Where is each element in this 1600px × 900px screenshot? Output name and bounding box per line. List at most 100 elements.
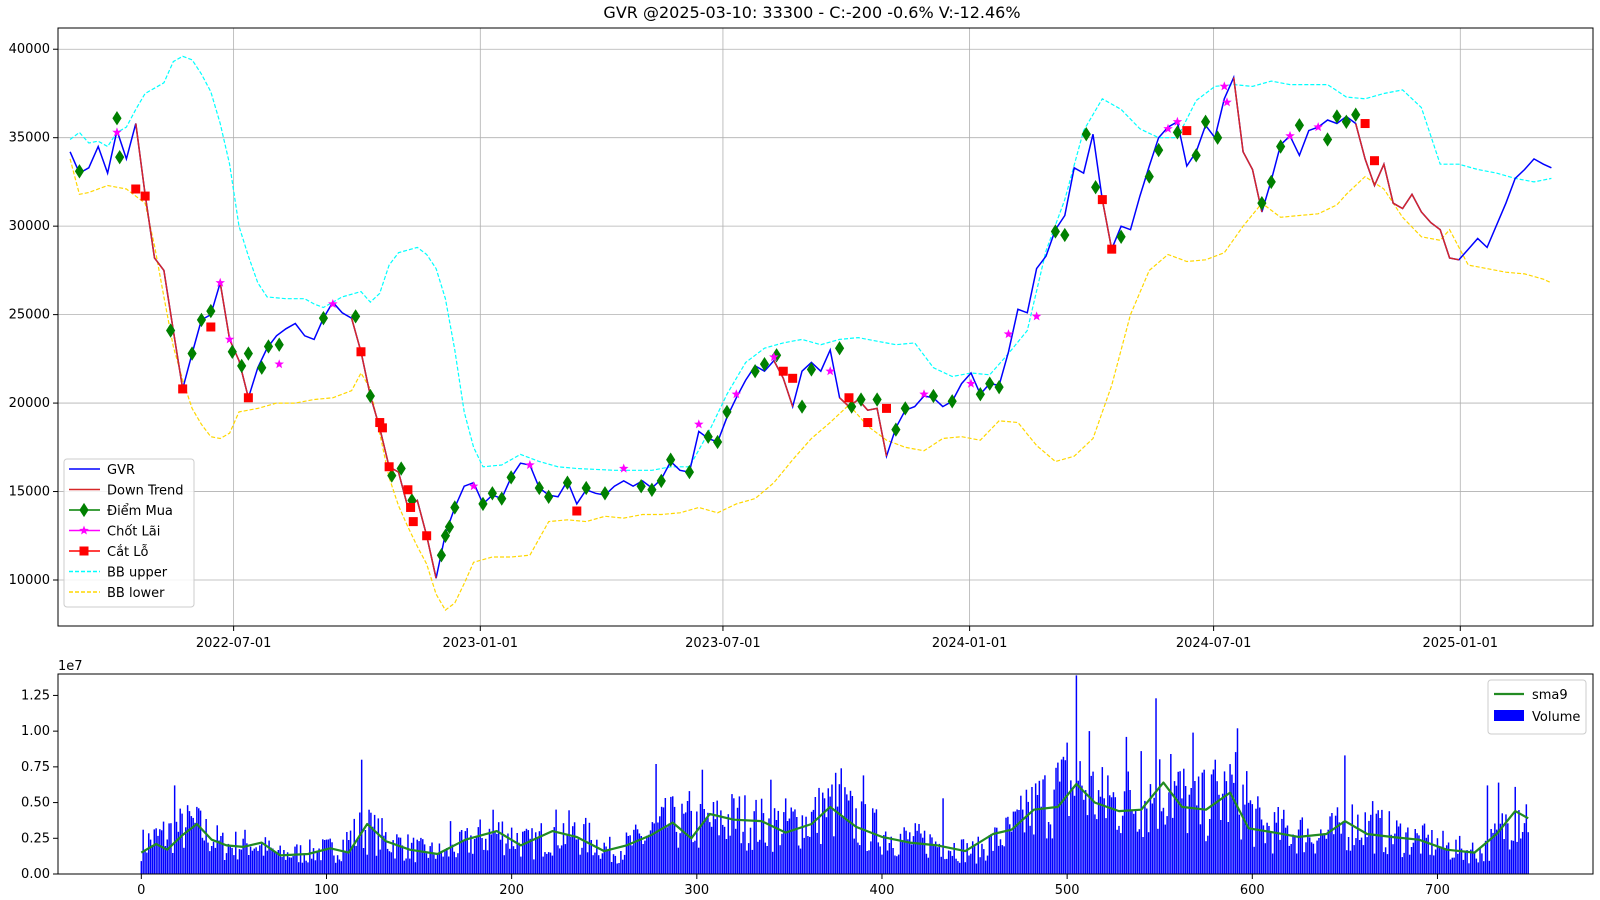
- volume-bar: [1116, 829, 1118, 874]
- volume-bar: [886, 850, 889, 874]
- volume-bar: [718, 835, 720, 874]
- volume-bar: [185, 827, 187, 874]
- volume-bar: [583, 824, 585, 874]
- stop-loss-marker: [881, 403, 891, 413]
- take-profit-marker: [919, 389, 929, 399]
- volume-bar: [1099, 796, 1102, 874]
- volume-bar: [1325, 838, 1328, 874]
- volume-bar: [1120, 833, 1122, 874]
- volume-bar: [577, 839, 580, 874]
- volume-bar: [1199, 824, 1202, 874]
- volume-bar: [364, 830, 367, 874]
- volume-bar: [714, 819, 717, 874]
- volume-bar: [153, 829, 156, 874]
- volume-bar: [684, 812, 687, 874]
- volume-bar: [1344, 755, 1346, 874]
- buy-point-marker: [666, 452, 676, 467]
- volume-bar: [681, 803, 683, 874]
- volume-bar: [420, 837, 422, 874]
- volume-bar: [312, 848, 315, 874]
- volume-bar: [942, 798, 944, 874]
- volume-bar: [1247, 802, 1250, 874]
- volume-bar: [1036, 795, 1039, 874]
- volume-bar: [1009, 824, 1011, 874]
- volume-bar: [1157, 828, 1159, 874]
- volume-bar: [649, 830, 652, 874]
- volume-bar: [994, 827, 996, 874]
- price-y-tick-label: 25000: [9, 308, 50, 323]
- volume-bar: [875, 809, 878, 874]
- volume-bar: [366, 854, 368, 874]
- price-y-tick-label: 20000: [9, 396, 50, 411]
- volume-bar: [873, 812, 876, 874]
- volume-bar: [694, 840, 696, 874]
- volume-bar: [1401, 857, 1404, 874]
- volume-bar: [914, 823, 917, 874]
- volume-bar: [1051, 838, 1054, 874]
- volume-bar: [368, 809, 370, 874]
- volume-bar: [499, 839, 502, 874]
- volume-bar: [1420, 853, 1422, 874]
- volume-bar: [1433, 855, 1435, 874]
- volume-bar: [757, 841, 759, 874]
- volume-bar: [335, 862, 337, 874]
- volume-bar: [1423, 823, 1426, 874]
- volume-bar: [477, 827, 480, 874]
- volume-bar: [460, 830, 463, 874]
- volume-bar: [1016, 809, 1018, 874]
- buy-point-marker: [900, 401, 910, 416]
- buy-point-marker: [196, 312, 207, 328]
- buy-point-marker: [600, 486, 610, 501]
- volume-bar: [622, 859, 624, 874]
- price-plot-frame: [57, 27, 1594, 627]
- volume-bar: [1403, 852, 1405, 874]
- volume-bar: [988, 835, 991, 874]
- down-trend-segment: [773, 360, 794, 407]
- volume-bar: [779, 845, 781, 874]
- volume-y-tick-label: 1.00: [21, 724, 50, 739]
- volume-bar: [1310, 842, 1313, 874]
- volume-bar: [1494, 823, 1496, 874]
- volume-bar: [1458, 835, 1461, 874]
- volume-bar: [1214, 759, 1217, 874]
- volume-bar: [1425, 837, 1428, 874]
- volume-bar: [1527, 832, 1529, 874]
- volume-bar: [866, 851, 868, 874]
- buy-point-marker: [1154, 142, 1164, 158]
- volume-bar: [481, 838, 483, 874]
- down-trend-segment: [135, 123, 184, 390]
- volume-bar: [310, 858, 313, 874]
- volume-panel: 0 100 200 300 400 500 600 700 0.00 0.25 0.50 0.75 1.…: [21, 659, 1594, 898]
- volume-bar: [764, 842, 767, 874]
- volume-ticks: 0 100 200 300 400 500 600 700 0.00 0.25 0.50 0.75 1.…: [21, 688, 1450, 898]
- volume-bar: [1455, 839, 1457, 874]
- buy-point-marker: [834, 341, 845, 356]
- volume-bar: [547, 852, 550, 874]
- volume-bar: [592, 855, 594, 874]
- volume-x-tick-label: 400: [870, 883, 895, 898]
- volume-bar: [1320, 829, 1322, 874]
- volume-bar: [612, 854, 615, 874]
- volume-bar: [209, 851, 211, 874]
- volume-y-tick-label: 0.00: [21, 867, 50, 882]
- volume-bar: [620, 851, 622, 874]
- volume-bar: [247, 855, 250, 874]
- volume-bar: [601, 853, 604, 874]
- volume-bar: [614, 855, 617, 874]
- volume-bar: [1023, 832, 1026, 874]
- legend-label-chot-lai: Chốt Lãi: [107, 525, 160, 540]
- volume-bar: [909, 832, 911, 874]
- volume-bar: [155, 828, 157, 874]
- volume-bar: [1507, 823, 1509, 874]
- buy-point-marker: [166, 323, 176, 338]
- stop-loss-marker: [844, 393, 854, 403]
- volume-bar: [225, 853, 228, 874]
- volume-bar: [238, 849, 241, 874]
- buy-point-marker: [562, 475, 573, 490]
- volume-bar: [753, 811, 755, 874]
- volume-bar: [1205, 841, 1207, 874]
- volume-bar: [551, 855, 554, 874]
- volume-bar: [716, 800, 718, 874]
- volume-bar: [507, 833, 509, 874]
- volume-bar: [1092, 771, 1094, 874]
